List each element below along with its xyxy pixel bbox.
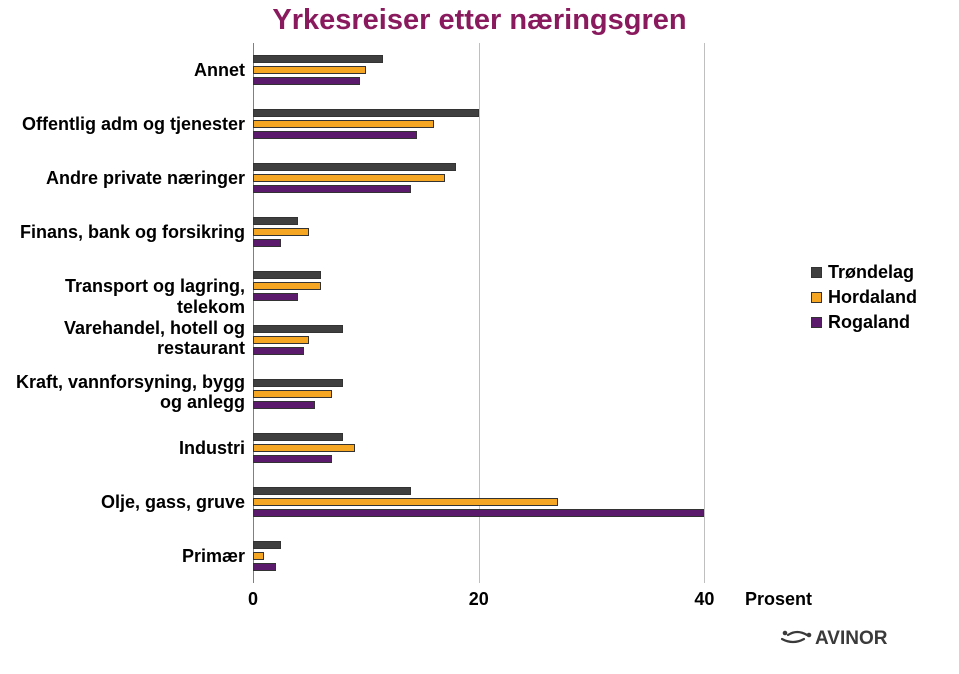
- avinor-logo: AVINOR: [777, 623, 907, 656]
- category-label: Andre private næringer: [0, 168, 245, 189]
- bar-rogaland: [253, 563, 276, 571]
- legend-item: Rogaland: [811, 312, 917, 333]
- bar-trondelag: [253, 379, 343, 387]
- bar-hordaland: [253, 282, 321, 290]
- legend-label: Trøndelag: [828, 262, 914, 283]
- bar-rogaland: [253, 455, 332, 463]
- bar-hordaland: [253, 174, 445, 182]
- chart-title: Yrkesreiser etter næringsgren: [0, 0, 959, 37]
- category-label: Industri: [0, 438, 245, 459]
- bar-trondelag: [253, 271, 321, 279]
- bar-rogaland: [253, 347, 304, 355]
- category-label: Finans, bank og forsikring: [0, 222, 245, 243]
- bar-trondelag: [253, 163, 456, 171]
- legend-item: Hordaland: [811, 287, 917, 308]
- legend: Trøndelag Hordaland Rogaland: [811, 262, 917, 337]
- bar-hordaland: [253, 498, 558, 506]
- legend-swatch: [811, 317, 822, 328]
- gridline: [704, 43, 705, 583]
- bar-hordaland: [253, 336, 309, 344]
- bar-hordaland: [253, 66, 366, 74]
- bar-trondelag: [253, 217, 298, 225]
- legend-label: Hordaland: [828, 287, 917, 308]
- x-tick: 0: [248, 589, 258, 610]
- legend-swatch: [811, 267, 822, 278]
- category-label: Primær: [0, 546, 245, 567]
- bar-hordaland: [253, 444, 355, 452]
- plot-region: [253, 43, 727, 583]
- bar-rogaland: [253, 185, 411, 193]
- bar-trondelag: [253, 55, 383, 63]
- category-label: Offentlig adm og tjenester: [0, 114, 245, 135]
- category-label: Olje, gass, gruve: [0, 492, 245, 513]
- bar-rogaland: [253, 401, 315, 409]
- bar-rogaland: [253, 293, 298, 301]
- category-label: Kraft, vannforsyning, bygg og anlegg: [0, 372, 245, 412]
- bar-trondelag: [253, 325, 343, 333]
- bar-hordaland: [253, 390, 332, 398]
- category-label: Annet: [0, 60, 245, 81]
- legend-swatch: [811, 292, 822, 303]
- category-label: Varehandel, hotell og restaurant: [0, 318, 245, 358]
- bar-trondelag: [253, 541, 281, 549]
- logo-text: AVINOR: [815, 628, 888, 649]
- x-axis-title: Prosent: [745, 589, 812, 610]
- bar-rogaland: [253, 239, 281, 247]
- bar-hordaland: [253, 552, 264, 560]
- bar-rogaland: [253, 509, 704, 517]
- category-label: Transport og lagring, telekom: [0, 276, 245, 318]
- bar-hordaland: [253, 228, 309, 236]
- legend-item: Trøndelag: [811, 262, 917, 283]
- legend-label: Rogaland: [828, 312, 910, 333]
- bar-rogaland: [253, 131, 417, 139]
- x-tick: 40: [694, 589, 714, 610]
- bar-trondelag: [253, 433, 343, 441]
- bar-rogaland: [253, 77, 360, 85]
- bar-trondelag: [253, 109, 479, 117]
- bar-trondelag: [253, 487, 411, 495]
- x-tick: 20: [469, 589, 489, 610]
- bar-hordaland: [253, 120, 434, 128]
